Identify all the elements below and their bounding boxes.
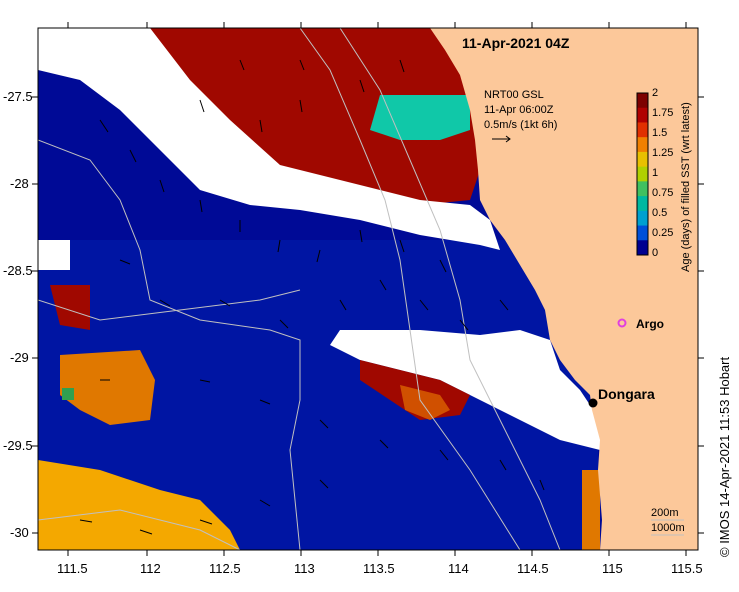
isobath-200m-label: 200m [651, 507, 679, 519]
x-tick-label: 113.5 [363, 561, 395, 576]
x-tick-label: 115 [602, 561, 623, 576]
teal-patch [370, 95, 470, 140]
orange-patch-coast [582, 470, 600, 550]
colorbar-tick-1: 1.75 [652, 107, 673, 119]
x-tick-label: 112 [140, 561, 161, 576]
isobath-key: 200m 1000m [651, 507, 685, 536]
y-tick-label: -29 [10, 350, 29, 365]
colorbar-label: Age (days) of filled SST (wrt latest) [680, 102, 692, 272]
y-tick-label: -27.5 [3, 89, 33, 104]
y-tick-label: -28.5 [3, 263, 33, 278]
colorbar-tick-8: 0 [652, 247, 658, 259]
colorbar-frame [636, 92, 649, 256]
orange-patch-west [60, 350, 155, 425]
colorbar-block [637, 107, 648, 123]
colorbar-block [637, 181, 648, 197]
y-tick-label: -30 [10, 525, 29, 540]
x-tick-label: 111.5 [57, 561, 88, 576]
colorbar-block [637, 122, 648, 138]
colorbar-block [637, 210, 648, 227]
current-legend-line3: 0.5m/s (1kt 6h) [484, 119, 557, 131]
warm-region-north [150, 28, 480, 205]
land [430, 28, 698, 550]
colorbar-tick-2: 1.5 [652, 127, 667, 139]
y-axis: -27.5 -28 -28.5 -29 -29.5 -30 [3, 89, 704, 540]
colorbar-block [637, 196, 648, 212]
colorbar-block [637, 240, 648, 256]
argo-marker: Argo [617, 317, 664, 331]
colorbar-blocks [637, 93, 648, 256]
green-patch-west [62, 388, 74, 400]
colorbar-block [637, 225, 648, 241]
current-vectors [79, 59, 545, 535]
colorbar-block [637, 93, 648, 109]
colorbar-block [637, 151, 648, 168]
colorbar-tick-5: 0.75 [652, 187, 673, 199]
isobath-1000m-label: 1000m [651, 522, 685, 534]
colorbar-block [637, 166, 648, 182]
warm-patch-west [50, 285, 90, 330]
current-legend: NRT00 GSL 11-Apr 06:00Z 0.5m/s (1kt 6h) [484, 89, 557, 143]
current-scale-arrow-icon [492, 135, 511, 143]
y-tick-label: -29.5 [3, 438, 33, 453]
colorbar-tick-4: 1 [652, 167, 658, 179]
orange-patch-middle [400, 385, 450, 420]
dongara-dot-icon [588, 398, 598, 408]
plot-frame [37, 27, 699, 551]
x-axis: 111.5 112 112.5 113 113.5 114 114.5 115 … [57, 22, 703, 576]
argo-icon [617, 318, 627, 328]
cloud-patch-west [38, 240, 70, 270]
x-tick-label: 112.5 [209, 561, 241, 576]
x-tick-label: 113 [294, 561, 315, 576]
colorbar-block [637, 137, 648, 153]
map-title: 11-Apr-2021 04Z [462, 35, 570, 51]
current-legend-line2: 11-Apr 06:00Z [484, 104, 554, 116]
isobath-lines [38, 28, 561, 550]
colorbar: 2 1.75 1.5 1.25 1 0.75 0.5 0.25 0 Age (d… [636, 87, 692, 272]
dongara-label: Dongara [598, 386, 655, 402]
x-tick-label: 114.5 [517, 561, 549, 576]
x-tick-label: 114 [448, 561, 469, 576]
colorbar-tick-6: 0.5 [652, 207, 667, 219]
x-tick-label: 115.5 [671, 561, 703, 576]
argo-label: Argo [636, 317, 664, 331]
colorbar-tick-0: 2 [652, 87, 658, 99]
current-legend-line1: NRT00 GSL [484, 89, 544, 101]
dongara-marker: Dongara [588, 386, 655, 408]
cloud-band-middle [330, 330, 600, 450]
colorbar-tick-3: 1.25 [652, 147, 673, 159]
colorbar-tick-7: 0.25 [652, 227, 673, 239]
map-plot-area [38, 28, 698, 550]
credit-text: © IMOS 14-Apr-2021 11:53 Hobart [717, 357, 732, 557]
y-tick-label: -28 [10, 176, 29, 191]
cloud-band-north [38, 28, 500, 250]
